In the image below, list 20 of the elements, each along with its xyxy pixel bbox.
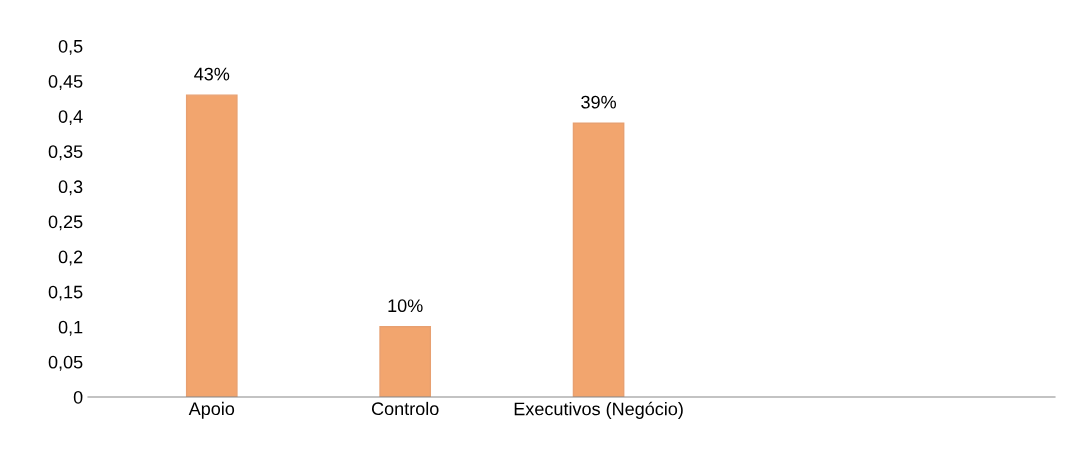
y-tick-label: 0,05 (48, 355, 83, 371)
bar (379, 326, 432, 397)
data-label: 43% (194, 67, 230, 81)
y-tick-label: 0,35 (48, 145, 83, 161)
data-label: 10% (388, 299, 423, 313)
x-tick-label: Controlo (371, 401, 439, 416)
x-tick-label: Executivos (Negócio) (514, 401, 683, 419)
y-tick-label: 0,4 (58, 110, 83, 126)
y-tick-label: 0,2 (58, 250, 83, 266)
bar (572, 122, 625, 397)
y-tick-label: 0,25 (48, 215, 83, 231)
bar (185, 94, 238, 397)
data-label: 39% (581, 95, 616, 109)
y-tick-label: 0,1 (58, 320, 83, 336)
y-tick-label: 0,45 (48, 75, 83, 90)
y-tick-label: 0 (73, 390, 83, 404)
y-tick-label: 0,15 (48, 285, 83, 301)
y-tick-label: 0,5 (58, 39, 83, 55)
x-tick-label: Apoio (188, 401, 235, 419)
y-tick-label: 0,3 (58, 180, 83, 196)
